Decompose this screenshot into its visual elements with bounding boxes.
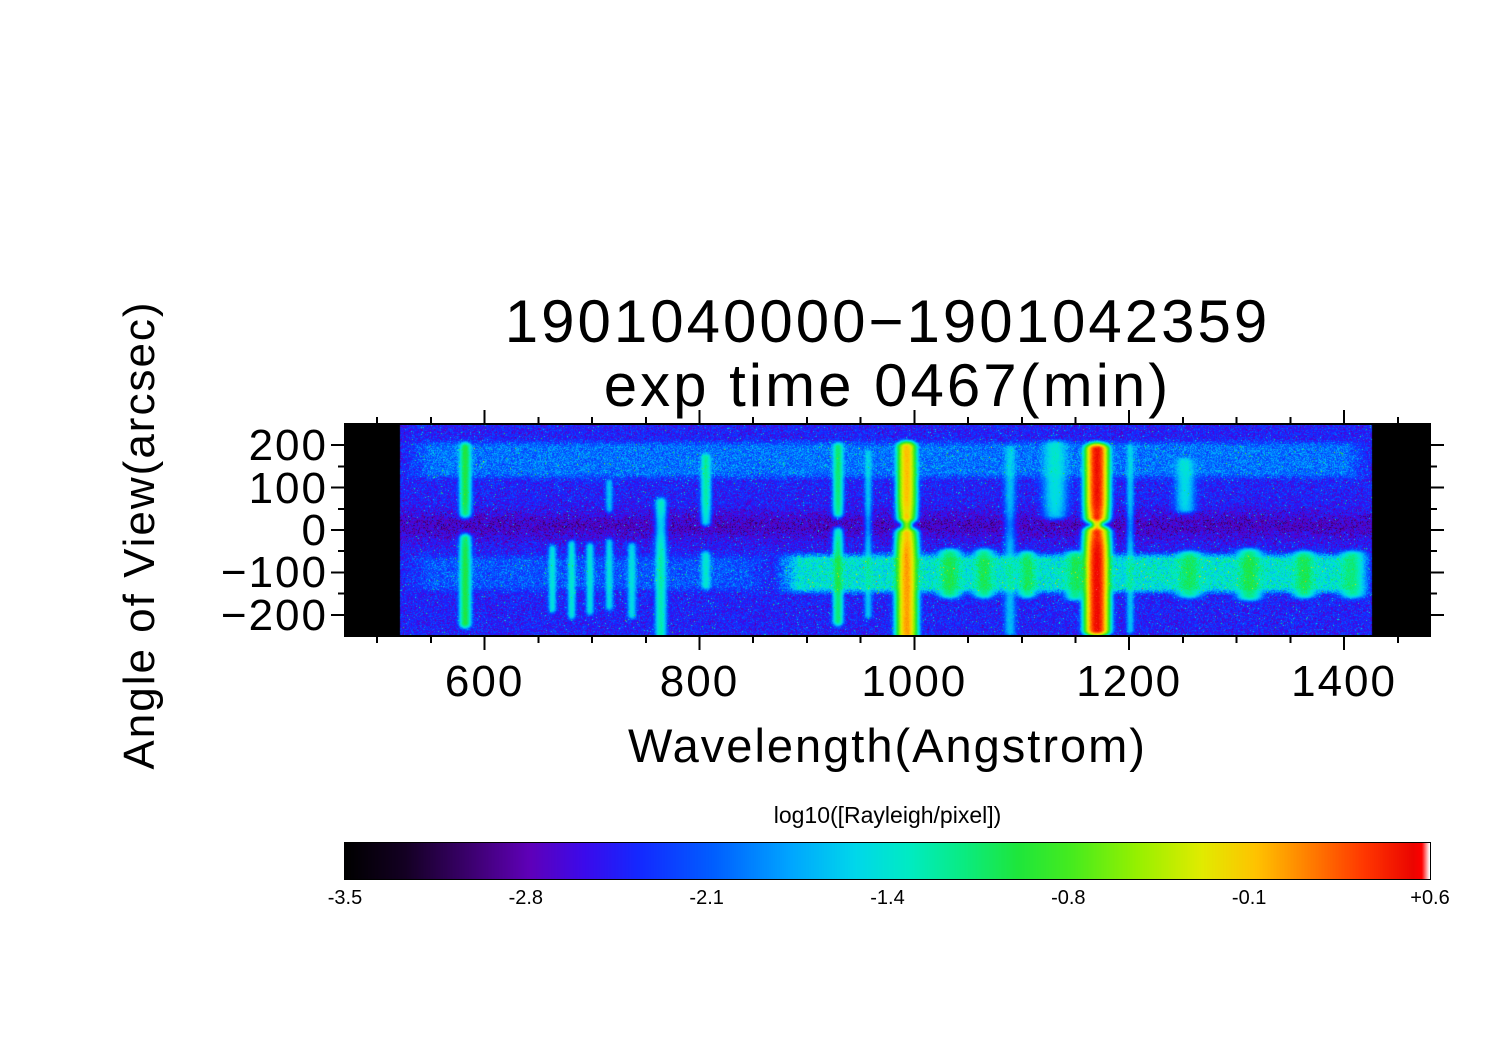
y-tick-label: 100 <box>248 463 328 513</box>
colorbar-tick-label: +0.6 <box>1410 887 1450 909</box>
colorbar-gradient <box>345 843 1430 879</box>
x-tick-label: 1200 <box>1076 657 1183 706</box>
plot-title-exposure-time: exp time 0467(min) <box>603 352 1172 419</box>
spectrogram-heatmap <box>345 424 1430 636</box>
y-tick-label: 0 <box>301 506 328 555</box>
colorbar-tick-label: -0.8 <box>1051 887 1086 909</box>
colorbar-tick-label: -1.4 <box>870 887 905 909</box>
plot-title-date-range: 1901040000−1901042359 <box>504 288 1271 355</box>
y-tick-label: −200 <box>220 590 328 640</box>
y-tick-label: 200 <box>248 421 328 471</box>
x-tick-label: 600 <box>444 657 525 706</box>
x-tick-label: 800 <box>659 657 740 706</box>
colorbar-tick-label: -2.8 <box>508 887 544 909</box>
colorbar-tick-label: -3.5 <box>327 887 363 909</box>
x-axis-label: Wavelength(Angstrom) <box>628 719 1147 772</box>
colorbar-tick-label: -0.1 <box>1231 887 1267 909</box>
x-tick-label: 1400 <box>1291 657 1397 706</box>
x-tick-label: 1000 <box>861 657 968 706</box>
colorbar-tick-label: -2.1 <box>689 887 724 909</box>
colorbar <box>344 842 1431 880</box>
y-tick-label: −100 <box>220 548 328 598</box>
colorbar-label: log10([Rayleigh/pixel]) <box>773 802 1002 828</box>
